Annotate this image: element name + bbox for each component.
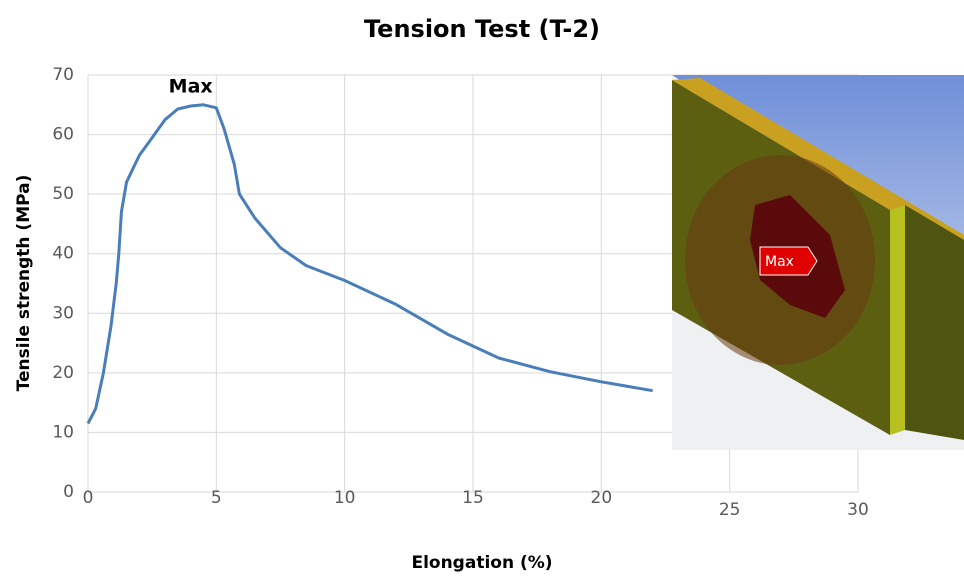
y-tick-label: 20: [52, 363, 74, 383]
chart: Tension Test (T-2) Elongation (%) Tensil…: [0, 0, 964, 581]
page: {"chart_data": {"type": "line", "title":…: [0, 0, 964, 581]
y-tick-label: 70: [52, 65, 74, 85]
y-tick-label: 50: [52, 184, 74, 204]
x-tick-label: 15: [462, 488, 484, 508]
x-tick-labels: 0 5 10 15 20 25 30: [83, 488, 869, 520]
y-tick-label: 30: [52, 303, 74, 323]
x-axis-label: Elongation (%): [411, 553, 552, 573]
x-tick-label: 10: [334, 488, 356, 508]
inset-image: Max: [672, 75, 964, 450]
chart-title: Tension Test (T-2): [364, 15, 600, 43]
x-tick-label: 20: [591, 488, 613, 508]
x-tick-label: 0: [83, 488, 94, 508]
plate-edge: [890, 205, 905, 435]
y-axis-label: Tensile strength (MPa): [14, 175, 34, 392]
x-tick-label: 25: [719, 500, 741, 520]
x-tick-label: 5: [211, 488, 222, 508]
x-tick-label: 30: [847, 500, 869, 520]
y-tick-label: 60: [52, 125, 74, 145]
inset-max-label: Max: [765, 254, 794, 270]
annotation: Max: [169, 75, 213, 97]
y-tick-label: 40: [52, 244, 74, 264]
data-line: [88, 105, 653, 424]
y-tick-label: 0: [63, 482, 74, 502]
plate-side: [905, 205, 964, 440]
plot: Max: [88, 75, 653, 423]
y-tick-label: 10: [52, 422, 74, 442]
